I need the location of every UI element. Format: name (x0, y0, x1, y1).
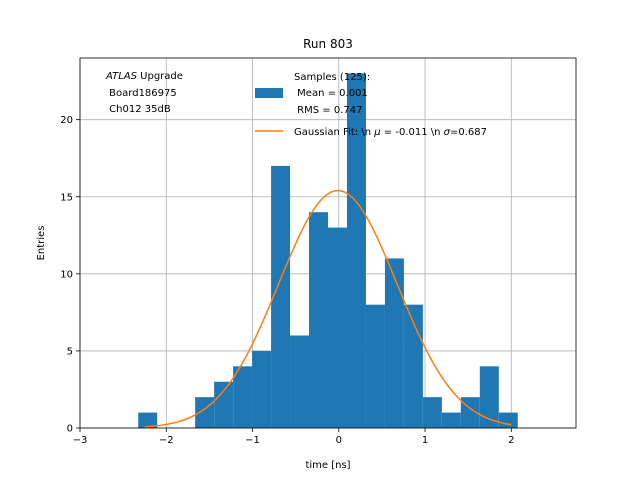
histogram-bar (365, 304, 385, 428)
legend-fit-prefix: Gaussian Fit: \n (294, 127, 374, 138)
grid-lines (79, 58, 576, 429)
histogram-bar (328, 227, 347, 428)
annotation-channel: Ch012 35dB (106, 104, 171, 115)
y-axis-label: Entries (36, 226, 47, 261)
histogram-bar (498, 412, 518, 428)
y-tick-label: 0 (67, 424, 73, 435)
x-tick-label: −1 (245, 435, 260, 446)
legend-fit-mid: = -0.011 \n (381, 127, 444, 138)
histogram-bar (290, 335, 310, 428)
x-tick-label: −3 (73, 435, 88, 446)
x-axis-label: time [ns] (305, 460, 350, 471)
histogram-bar (252, 350, 272, 428)
legend-fit-suffix: =0.687 (450, 127, 487, 138)
histogram-bar (403, 304, 423, 428)
y-tick-label: 20 (60, 115, 73, 126)
y-tick-label: 10 (60, 269, 73, 280)
y-axis-ticks: 0 5 10 15 20 (60, 115, 80, 435)
x-tick-label: 1 (422, 435, 428, 446)
legend-samples-rms: RMS = 0.747 (294, 105, 362, 116)
legend-fit-sigma: σ (444, 127, 451, 138)
chart-title: Run 803 (303, 37, 353, 51)
legend-samples-mean: Mean = 0.001 (294, 88, 368, 99)
legend: Samples (125): Mean = 0.001 RMS = 0.747 … (255, 72, 487, 138)
histogram-bar (271, 165, 291, 428)
histogram-bar (309, 212, 328, 428)
gaussian-fit (144, 189, 512, 428)
x-tick-label: 2 (508, 435, 514, 446)
annotation-line-1: ATLAS Upgrade (105, 71, 183, 82)
x-tick-label: 0 (336, 435, 342, 446)
x-axis-ticks: −3 −2 −1 0 1 2 (73, 428, 514, 446)
atlas-annotation: ATLAS Upgrade Board186975 Ch012 35dB (105, 71, 183, 115)
legend-swatch-samples (255, 88, 283, 98)
legend-fit-mu: μ (373, 127, 380, 138)
histogram-bar (233, 366, 253, 428)
histogram-bar (422, 397, 442, 428)
annotation-board: Board186975 (106, 88, 177, 99)
annotation-atlas: ATLAS (105, 71, 138, 82)
y-tick-label: 15 (60, 192, 73, 203)
histogram-bar (346, 73, 366, 429)
histogram-bar (479, 366, 499, 428)
legend-fit-label: Gaussian Fit: \n μ = -0.011 \n σ=0.687 (294, 127, 487, 138)
gaussian-fit-curve (144, 189, 512, 428)
annotation-upgrade: Upgrade (137, 71, 183, 82)
x-tick-label: −2 (159, 435, 174, 446)
histogram-bar (441, 412, 461, 428)
histogram-bar (214, 381, 234, 428)
plot-frame (79, 57, 577, 429)
histogram-bar (384, 258, 404, 428)
legend-samples-label: Samples (125): (294, 72, 370, 83)
y-tick-label: 5 (67, 346, 73, 357)
histogram-bar (138, 412, 158, 428)
histogram-bars (138, 73, 518, 429)
